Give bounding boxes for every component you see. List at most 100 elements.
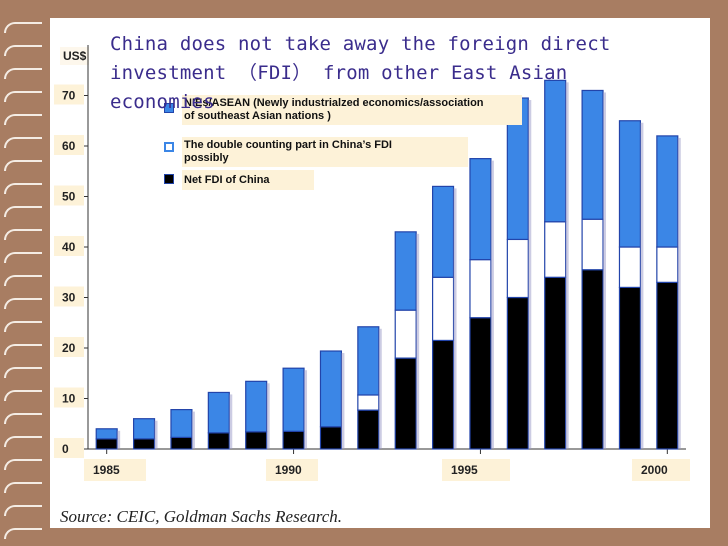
bar-double-counting bbox=[581, 218, 604, 271]
y-tick-label-background bbox=[54, 387, 84, 408]
binding-ring bbox=[4, 22, 42, 33]
y-tick-label-background bbox=[54, 438, 84, 458]
y-tick-label: 30 bbox=[62, 291, 76, 305]
bar-net-fdi-china bbox=[581, 269, 604, 450]
bar-nies-asean bbox=[357, 326, 380, 396]
bar-double-counting bbox=[469, 259, 492, 319]
binding-ring bbox=[4, 459, 42, 470]
y-tick-label: 40 bbox=[62, 240, 76, 254]
binding-ring bbox=[4, 229, 42, 240]
bar-shadow bbox=[304, 370, 308, 449]
bar-nies-asean bbox=[656, 135, 679, 248]
bar-nies-asean bbox=[431, 185, 455, 278]
slide-title: China does not take away the foreign dir… bbox=[110, 33, 611, 113]
binding-ring bbox=[4, 275, 42, 286]
bar-double-counting bbox=[544, 221, 567, 278]
bar-net-fdi-china bbox=[319, 426, 343, 450]
binding-ring bbox=[4, 160, 42, 171]
bar-nies-asean bbox=[245, 380, 268, 433]
binding-ring bbox=[4, 91, 42, 102]
bar-shadow bbox=[117, 430, 121, 449]
bar-double-counting bbox=[506, 238, 529, 299]
y-tick-label-background bbox=[54, 135, 84, 155]
bar-net-fdi-china bbox=[506, 296, 529, 450]
bar-shadow bbox=[603, 92, 607, 449]
bar-shadow bbox=[378, 328, 382, 449]
bar-shadow bbox=[191, 411, 195, 449]
y-tick-label: 10 bbox=[62, 392, 76, 406]
binding-ring bbox=[4, 321, 42, 332]
bar-double-counting bbox=[357, 394, 380, 411]
binding-ring bbox=[4, 367, 42, 378]
binding-ring bbox=[4, 436, 42, 447]
binding-ring bbox=[4, 505, 42, 516]
x-tick-label: 1990 bbox=[266, 459, 318, 481]
y-tick-label: 20 bbox=[62, 341, 76, 355]
binding-ring bbox=[4, 206, 42, 217]
bar-net-fdi-china bbox=[431, 339, 455, 450]
binding-ring bbox=[4, 137, 42, 148]
bar-net-fdi-china bbox=[132, 438, 156, 450]
bar-double-counting bbox=[656, 246, 679, 283]
bar-net-fdi-china bbox=[656, 281, 679, 450]
bar-shadow bbox=[229, 394, 233, 449]
bar-nies-asean bbox=[282, 367, 305, 432]
source-note: Source: CEIC, Goldman Sachs Research. bbox=[60, 507, 343, 526]
binding-ring bbox=[4, 68, 42, 79]
bar-nies-asean bbox=[469, 158, 492, 261]
bar-nies-asean bbox=[132, 418, 156, 440]
bar-shadow bbox=[266, 383, 270, 449]
bar-shadow bbox=[640, 122, 644, 449]
binding-ring bbox=[4, 528, 42, 539]
bar-net-fdi-china bbox=[170, 436, 193, 450]
binding-ring bbox=[4, 482, 42, 493]
bar-nies-asean bbox=[581, 89, 604, 220]
y-tick-label-background bbox=[54, 286, 84, 307]
bar-nies-asean bbox=[394, 231, 417, 311]
bar-nies-asean bbox=[207, 391, 230, 434]
bar-shadow bbox=[490, 160, 494, 449]
bar-nies-asean bbox=[170, 409, 193, 438]
bar-nies-asean bbox=[544, 79, 567, 223]
y-tick-label-background bbox=[54, 337, 84, 357]
y-axis-unit-label: US$ bbox=[60, 47, 90, 65]
y-tick-label-background bbox=[54, 185, 84, 206]
legend-label-double-counting: The double counting part in China’s FDI … bbox=[184, 139, 392, 164]
bar-shadow bbox=[528, 100, 532, 450]
bar-nies-asean bbox=[95, 428, 118, 440]
bar-net-fdi-china bbox=[544, 276, 567, 450]
bar-shadow bbox=[677, 137, 681, 449]
binding-ring bbox=[4, 413, 42, 424]
bar-net-fdi-china bbox=[357, 409, 380, 450]
spiral-binding bbox=[0, 0, 50, 546]
bar-shadow bbox=[416, 233, 420, 449]
binding-ring bbox=[4, 390, 42, 401]
y-tick-label: 0 bbox=[62, 442, 69, 456]
bar-net-fdi-china bbox=[282, 430, 305, 450]
x-tick-label: 1985 bbox=[84, 459, 146, 481]
bar-nies-asean bbox=[618, 120, 642, 248]
bar-net-fdi-china bbox=[394, 357, 417, 450]
x-tick-label: 2000 bbox=[632, 459, 690, 481]
bar-shadow bbox=[565, 82, 569, 449]
binding-ring bbox=[4, 45, 42, 56]
bar-double-counting bbox=[394, 309, 417, 359]
binding-ring bbox=[4, 183, 42, 194]
bar-net-fdi-china bbox=[469, 317, 492, 450]
bar-shadow bbox=[341, 353, 345, 449]
bar-shadow bbox=[154, 420, 158, 449]
bar-net-fdi-china bbox=[207, 432, 230, 450]
x-tick-label: 1995 bbox=[442, 459, 510, 481]
bar-net-fdi-china bbox=[95, 438, 118, 450]
bar-net-fdi-china bbox=[618, 286, 642, 450]
y-tick-label-background bbox=[54, 84, 84, 105]
y-tick-label: 70 bbox=[62, 89, 76, 103]
legend-swatch-nies-asean bbox=[164, 103, 174, 113]
legend-swatch-net-fdi-china bbox=[164, 174, 174, 184]
bar-net-fdi-china bbox=[245, 431, 268, 450]
y-tick-label: 60 bbox=[62, 139, 76, 153]
binding-ring bbox=[4, 252, 42, 263]
binding-ring bbox=[4, 344, 42, 355]
bar-shadow bbox=[453, 188, 457, 449]
